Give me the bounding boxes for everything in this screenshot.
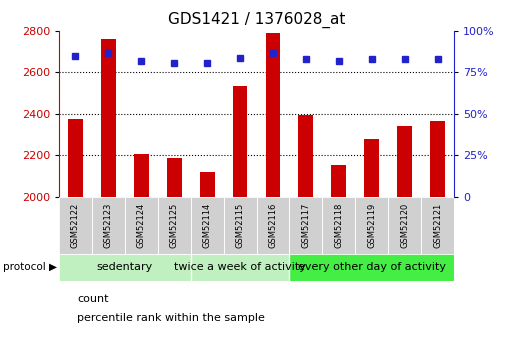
Text: twice a week of activity: twice a week of activity — [174, 263, 306, 272]
Bar — [388, 197, 421, 254]
Bar — [59, 254, 191, 281]
Text: percentile rank within the sample: percentile rank within the sample — [77, 313, 265, 323]
Bar — [101, 39, 116, 197]
Text: GSM52120: GSM52120 — [400, 203, 409, 248]
Text: GSM52118: GSM52118 — [334, 203, 343, 248]
Bar — [134, 154, 149, 197]
Bar — [397, 126, 412, 197]
Bar — [355, 197, 388, 254]
Bar — [92, 197, 125, 254]
Text: GSM52119: GSM52119 — [367, 203, 376, 248]
Bar — [68, 119, 83, 197]
Bar — [421, 197, 454, 254]
Bar — [289, 197, 322, 254]
Bar — [191, 254, 289, 281]
Bar — [200, 172, 214, 197]
Bar — [224, 197, 256, 254]
Text: GSM52115: GSM52115 — [235, 203, 245, 248]
Text: GSM52121: GSM52121 — [433, 203, 442, 248]
Text: sedentary: sedentary — [97, 263, 153, 272]
Bar — [59, 197, 92, 254]
Text: GSM52124: GSM52124 — [137, 203, 146, 248]
Bar — [364, 139, 379, 197]
Bar — [299, 115, 313, 197]
Title: GDS1421 / 1376028_at: GDS1421 / 1376028_at — [168, 12, 345, 28]
Text: every other day of activity: every other day of activity — [298, 263, 446, 272]
Text: GSM52125: GSM52125 — [170, 203, 179, 248]
Text: GSM52114: GSM52114 — [203, 203, 212, 248]
Bar — [158, 197, 191, 254]
Bar — [191, 197, 224, 254]
Bar — [167, 158, 182, 197]
Text: GSM52117: GSM52117 — [301, 203, 310, 248]
Text: GSM52116: GSM52116 — [268, 203, 278, 248]
Bar — [256, 197, 289, 254]
Bar — [232, 86, 247, 197]
Text: GSM52122: GSM52122 — [71, 203, 80, 248]
Bar — [322, 197, 355, 254]
Bar — [266, 33, 281, 197]
Bar — [430, 121, 445, 197]
Text: protocol ▶: protocol ▶ — [3, 263, 56, 272]
Text: GSM52123: GSM52123 — [104, 203, 113, 248]
Bar — [125, 197, 158, 254]
Bar — [289, 254, 454, 281]
Text: count: count — [77, 294, 108, 304]
Bar — [331, 165, 346, 197]
